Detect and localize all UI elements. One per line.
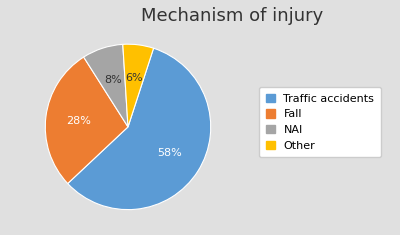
Legend: Traffic accidents, Fall, NAI, Other: Traffic accidents, Fall, NAI, Other [259,87,381,157]
Text: 58%: 58% [158,149,182,158]
Text: 8%: 8% [104,75,122,85]
Text: 28%: 28% [66,116,91,126]
Text: Mechanism of injury: Mechanism of injury [141,7,323,25]
Wedge shape [45,57,128,184]
Wedge shape [84,44,128,127]
Text: 6%: 6% [126,73,143,83]
Wedge shape [123,44,154,127]
Wedge shape [68,48,211,210]
